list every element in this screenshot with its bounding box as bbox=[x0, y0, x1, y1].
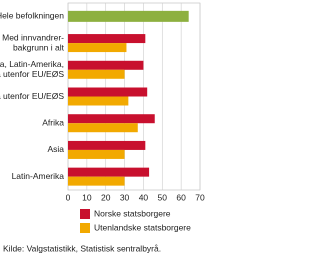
bar bbox=[68, 60, 144, 70]
bar bbox=[68, 114, 155, 124]
bar bbox=[68, 10, 189, 22]
x-tick-label: 30 bbox=[120, 192, 130, 202]
bar bbox=[68, 87, 148, 97]
y-tick-label: Europa utenfor EU/EØS bbox=[0, 69, 64, 79]
y-tick-label: Latin-Amerika bbox=[12, 171, 65, 181]
legend-label: Norske statsborgere bbox=[94, 208, 171, 218]
y-tick-label: Asia bbox=[47, 144, 64, 154]
source: Kilde: Valgstatistikk, Statistisk sentra… bbox=[3, 243, 161, 253]
bar bbox=[68, 69, 125, 79]
x-tick-label: 0 bbox=[66, 192, 71, 202]
bar bbox=[68, 149, 125, 159]
bar bbox=[68, 140, 146, 150]
y-tick-label: Europa utenfor EU/EØS bbox=[0, 91, 64, 101]
y-tick-label: Afrika bbox=[42, 117, 64, 127]
x-tick-label: 40 bbox=[139, 192, 149, 202]
x-tick-label: 70 bbox=[195, 192, 205, 202]
bar bbox=[68, 123, 138, 133]
x-tick-label: 10 bbox=[82, 192, 92, 202]
x-tick-label: 50 bbox=[158, 192, 168, 202]
bar bbox=[68, 176, 125, 186]
y-tick-label: Afrika, Asia, Latin-Amerika, bbox=[0, 59, 64, 69]
chart: Kilde: Valgstatistikk, Statistisk sentra… bbox=[0, 2, 205, 253]
legend-swatch bbox=[80, 209, 90, 219]
bar bbox=[68, 43, 127, 53]
bar bbox=[68, 96, 129, 106]
legend-label: Utenlandske statsborgere bbox=[94, 222, 191, 232]
bar bbox=[68, 167, 150, 177]
y-tick-label: Hele befolkningen bbox=[0, 11, 64, 21]
x-tick-label: 20 bbox=[101, 192, 111, 202]
bar bbox=[68, 34, 146, 44]
y-tick-label: bakgrunn i alt bbox=[13, 42, 65, 52]
legend-swatch bbox=[80, 223, 90, 233]
y-tick-label: Med innvandrer- bbox=[2, 32, 64, 42]
x-tick-label: 60 bbox=[176, 192, 186, 202]
